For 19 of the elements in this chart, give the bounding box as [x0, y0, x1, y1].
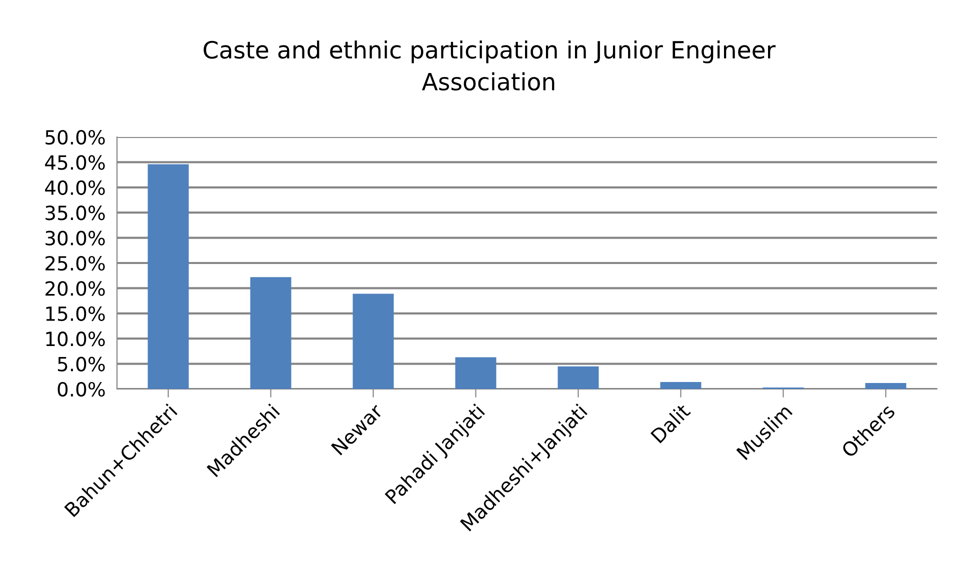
- y-tick-label: 5.0%: [58, 356, 105, 372]
- y-tick-label: 30.0%: [46, 230, 105, 246]
- y-tick-label: 10.0%: [46, 332, 105, 346]
- y-tick-label: 25.0%: [46, 256, 105, 271]
- bar: [865, 382, 906, 389]
- y-tick-label: 45.0%: [45, 155, 105, 170]
- y-tick-label: 20.0%: [46, 281, 105, 296]
- bar: [352, 294, 394, 389]
- bar: [455, 357, 496, 389]
- bar: [148, 164, 189, 389]
- y-tick-label: 50.0%: [46, 130, 105, 145]
- bar: [558, 366, 599, 389]
- y-tick-label: 35.0%: [46, 206, 105, 220]
- chart-title: Caste and ethnic participation in Junior Engineer Association: [204, 40, 776, 91]
- y-tick-label: 40.0%: [45, 180, 105, 196]
- bar: [660, 382, 702, 389]
- y-tick-label: 15.0%: [46, 306, 105, 322]
- bar: [250, 277, 292, 389]
- y-tick-label: 0.0%: [58, 382, 105, 397]
